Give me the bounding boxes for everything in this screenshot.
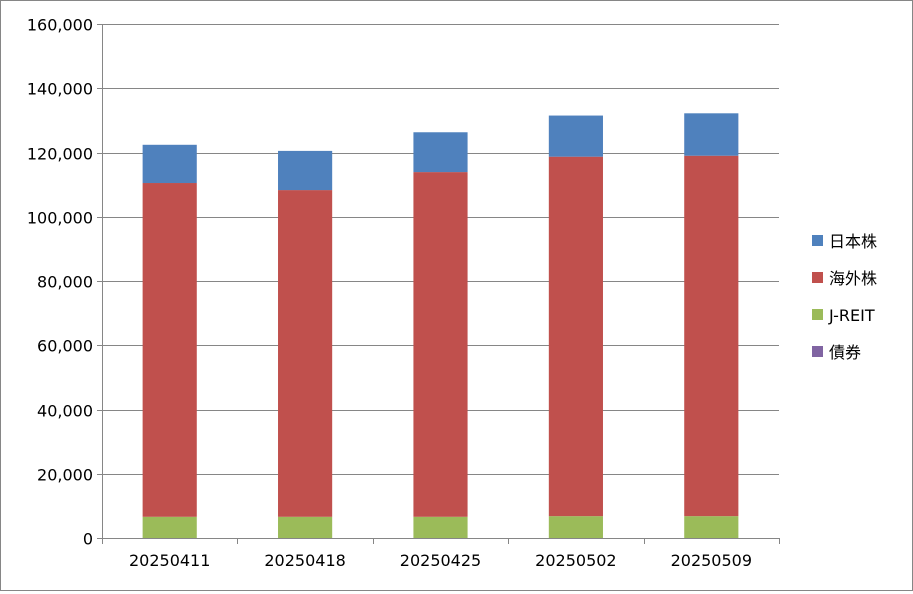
y-axis-tick-labels: 0 20,000 40,000 60,000 80,000 100,000 120,000 1… [27, 16, 93, 549]
legend-label: 債券 [829, 343, 861, 362]
x-axis-tick-labels: 20250411 20250418 20250425 20250502 20250509 [129, 551, 752, 570]
legend-swatch [812, 235, 823, 246]
y-tick-label: 0 [83, 530, 93, 549]
bar-segment [278, 150, 333, 191]
y-tick-label: 60,000 [37, 337, 93, 356]
y-tick-label: 140,000 [27, 80, 93, 99]
bar-segment [684, 113, 739, 156]
bar-segment [684, 155, 739, 517]
y-tick-label: 160,000 [27, 16, 93, 35]
x-tick-label: 20250509 [671, 551, 752, 570]
y-tick-label: 120,000 [27, 145, 93, 164]
bar-segment [548, 516, 603, 538]
legend-swatch [812, 272, 823, 283]
bar-segment [413, 516, 468, 538]
x-tick-label: 20250411 [129, 551, 210, 570]
bar-segment [142, 516, 197, 538]
y-tick-label: 80,000 [37, 273, 93, 292]
bar-segment [548, 115, 603, 157]
bar-segment [413, 132, 468, 173]
legend-swatch [812, 346, 823, 357]
bar-segment [278, 190, 333, 517]
legend-swatch [812, 309, 823, 320]
x-tick-label: 20250418 [264, 551, 345, 570]
axes [97, 24, 780, 544]
bar-segment [278, 516, 333, 538]
legend-label: 日本株 [829, 232, 877, 251]
y-tick-label: 20,000 [37, 466, 93, 485]
x-tick-label: 20250425 [400, 551, 481, 570]
bar-segment [142, 183, 197, 517]
bar-segment [142, 144, 197, 184]
bar-segment [548, 156, 603, 517]
y-tick-label: 100,000 [27, 209, 93, 228]
legend-label: J-REIT [828, 306, 875, 325]
legend-label: 海外株 [829, 269, 877, 288]
bar-segment [413, 172, 468, 517]
bars [142, 113, 739, 538]
bar-segment [684, 516, 739, 538]
y-tick-label: 40,000 [37, 402, 93, 421]
x-tick-label: 20250502 [535, 551, 616, 570]
